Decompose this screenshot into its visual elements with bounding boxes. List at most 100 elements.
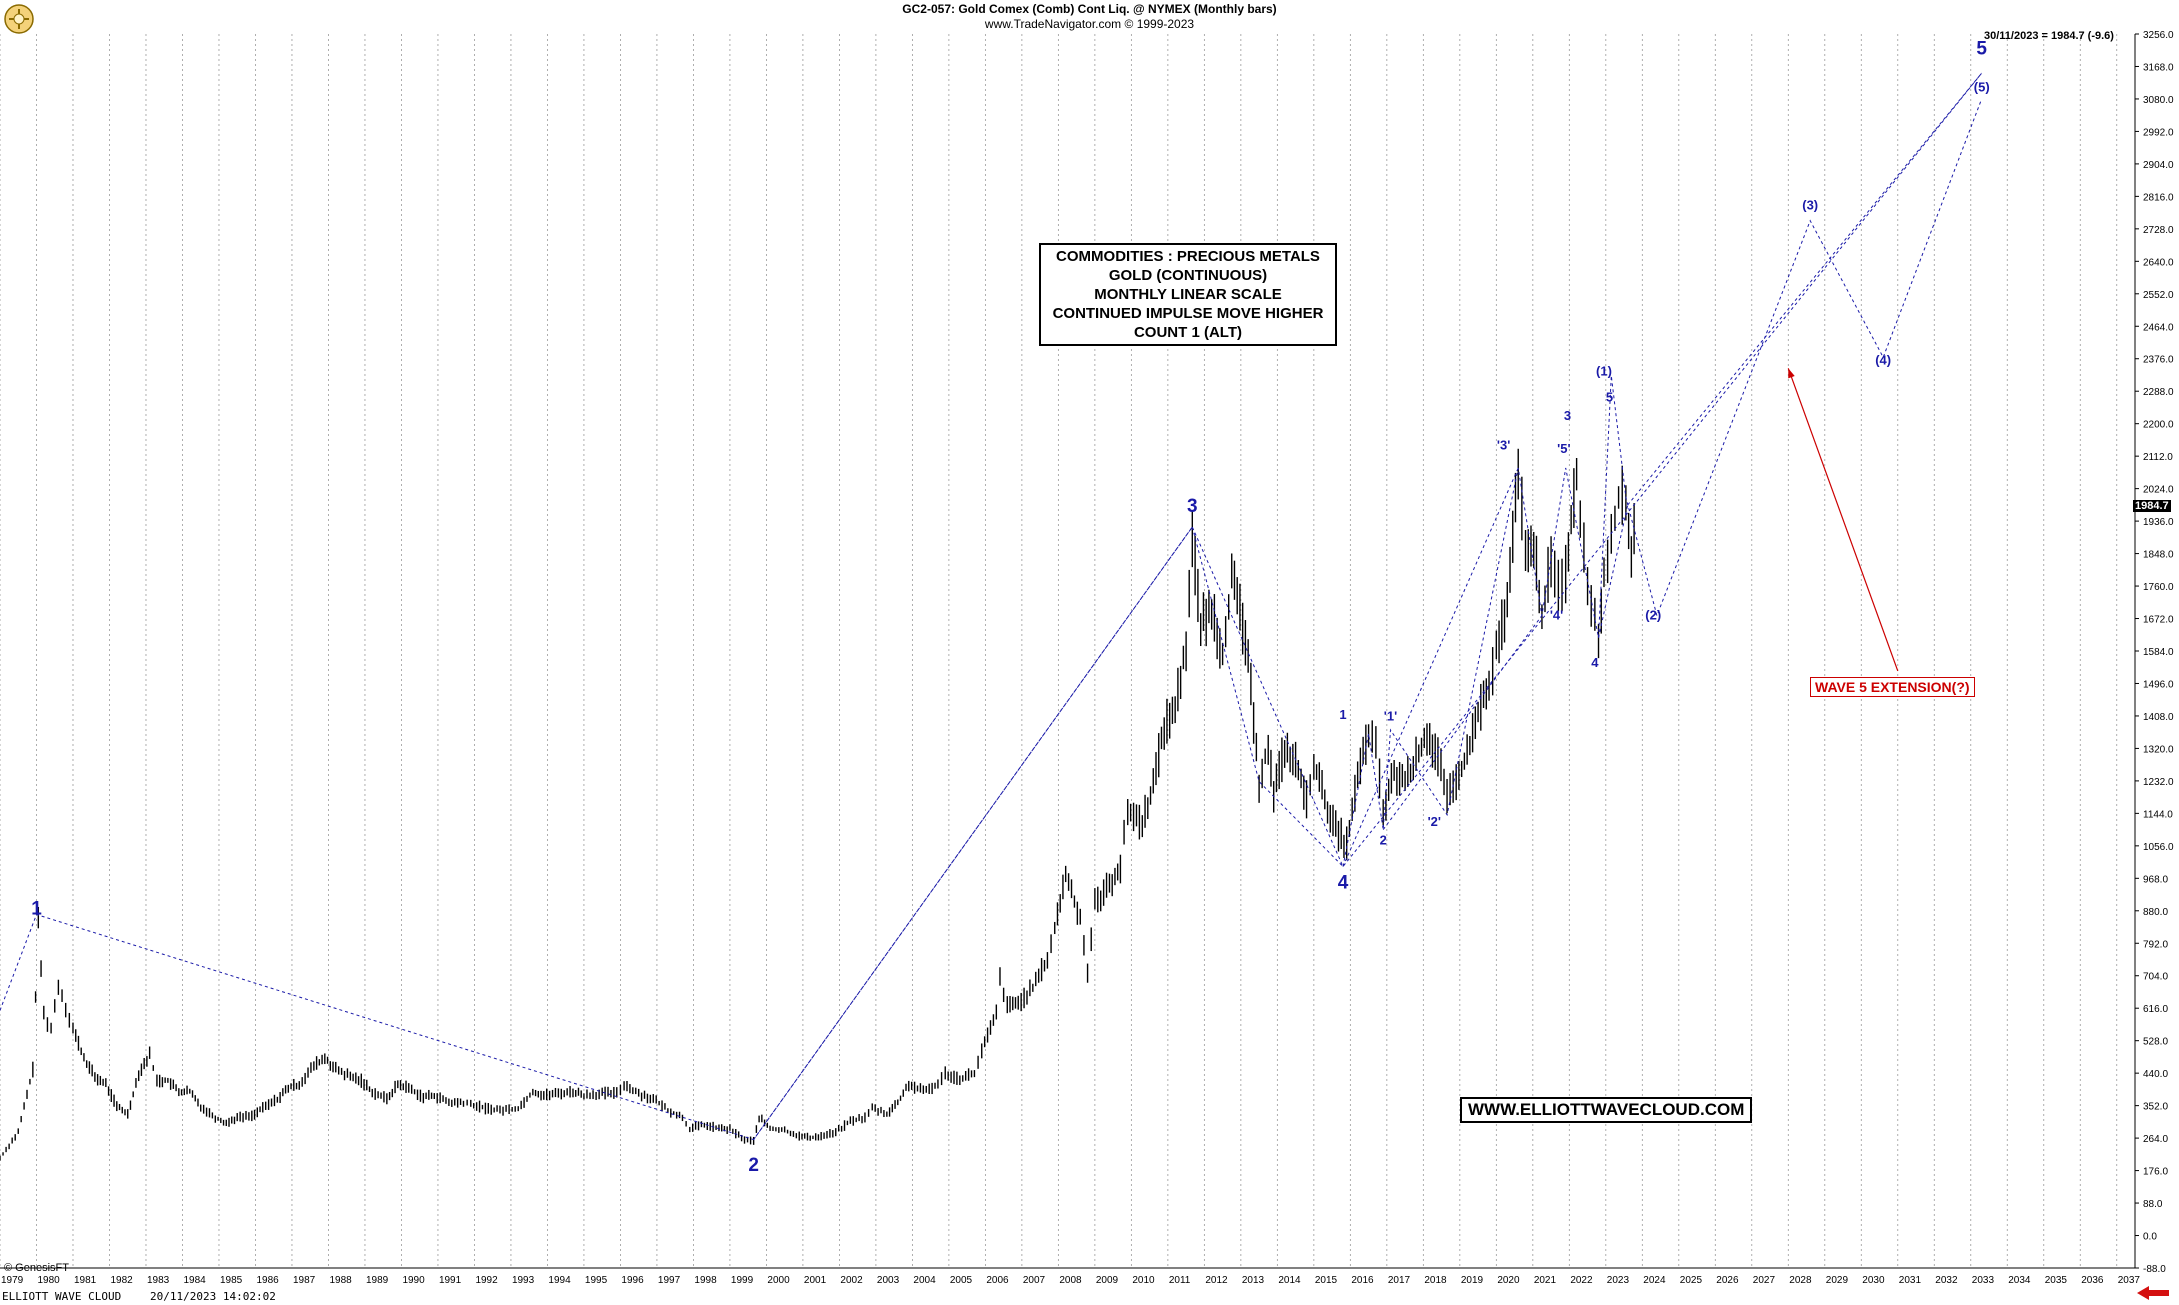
x-tick-label: 2015 xyxy=(1315,1275,1338,1286)
x-tick-label: 1993 xyxy=(512,1275,535,1286)
y-tick-label: 1056.0 xyxy=(2143,842,2174,853)
x-tick-label: 2020 xyxy=(1497,1275,1520,1286)
copyright-label: © GenesisFT xyxy=(4,1262,69,1274)
status-bar: ELLIOTT WAVE CLOUD 20/11/2023 14:02:02 xyxy=(0,1288,2179,1305)
y-tick-label: 1144.0 xyxy=(2143,809,2173,820)
wave-label: 2 xyxy=(1380,832,1387,847)
genesis-logo-icon xyxy=(4,4,34,34)
scroll-left-arrow-icon[interactable] xyxy=(2133,1284,2173,1302)
x-tick-label: 1992 xyxy=(475,1275,498,1286)
info-line-4: CONTINUED IMPULSE MOVE HIGHER xyxy=(1052,305,1324,322)
chart-title: GC2-057: Gold Comex (Comb) Cont Liq. @ N… xyxy=(902,2,1277,16)
website-label: WWW.ELLIOTTWAVECLOUD.COM xyxy=(1460,1097,1753,1123)
x-tick-label: 2016 xyxy=(1351,1275,1374,1286)
x-tick-label: 2029 xyxy=(1826,1275,1849,1286)
x-tick-label: 2027 xyxy=(1753,1275,1776,1286)
x-tick-label: 2024 xyxy=(1643,1275,1666,1286)
x-tick-label: 1999 xyxy=(731,1275,754,1286)
wave-label: (5) xyxy=(1974,80,1990,95)
x-tick-label: 1986 xyxy=(256,1275,279,1286)
y-tick-label: 1672.0 xyxy=(2143,615,2174,626)
x-tick-label: 2003 xyxy=(877,1275,900,1286)
wave-label: 3 xyxy=(1564,408,1571,423)
y-tick-label: 1496.0 xyxy=(2143,679,2174,690)
x-tick-label: 2010 xyxy=(1132,1275,1155,1286)
y-tick-label: 1584.0 xyxy=(2143,647,2174,658)
x-tick-label: 2002 xyxy=(840,1275,863,1286)
x-tick-label: 2023 xyxy=(1607,1275,1630,1286)
x-tick-label: 1994 xyxy=(548,1275,571,1286)
y-tick-label: 264.0 xyxy=(2143,1134,2168,1145)
y-tick-label: 0.0 xyxy=(2143,1232,2157,1243)
wave-label: 5 xyxy=(1976,39,1987,60)
wave-label: (3) xyxy=(1802,198,1818,213)
x-tick-label: 2017 xyxy=(1388,1275,1411,1286)
info-line-3: MONTHLY LINEAR SCALE xyxy=(1094,286,1282,303)
x-tick-label: 2030 xyxy=(1862,1275,1885,1286)
status-timestamp: 20/11/2023 14:02:02 xyxy=(150,1290,276,1303)
x-tick-label: 2032 xyxy=(1935,1275,1958,1286)
wave-label: 1 xyxy=(1339,707,1346,722)
y-tick-label: 2112.0 xyxy=(2143,452,2173,463)
y-tick-label: 968.0 xyxy=(2143,874,2168,885)
y-tick-label: 2376.0 xyxy=(2143,355,2174,366)
wave-line xyxy=(1382,615,1543,830)
y-tick-label: 2992.0 xyxy=(2143,127,2174,138)
x-tick-label: 2009 xyxy=(1096,1275,1119,1286)
x-tick-label: 1990 xyxy=(402,1275,425,1286)
x-tick-label: 2026 xyxy=(1716,1275,1739,1286)
x-tick-label: 2022 xyxy=(1570,1275,1593,1286)
x-tick-label: 1988 xyxy=(329,1275,352,1286)
chart-subtitle: www.TradeNavigator.com © 1999-2023 xyxy=(984,17,1195,31)
y-tick-label: 880.0 xyxy=(2143,907,2168,918)
wave-line xyxy=(1342,467,1519,867)
y-tick-label: 704.0 xyxy=(2143,972,2168,983)
x-tick-label: 2028 xyxy=(1789,1275,1812,1286)
y-tick-label: 440.0 xyxy=(2143,1069,2168,1080)
wave-line xyxy=(0,72,1983,1141)
wave-label: '1' xyxy=(1384,709,1397,724)
x-tick-label: 2018 xyxy=(1424,1275,1447,1286)
x-tick-label: 2014 xyxy=(1278,1275,1301,1286)
x-tick-label: 1981 xyxy=(74,1275,97,1286)
x-tick-label: 2006 xyxy=(986,1275,1009,1286)
info-box: COMMODITIES : PRECIOUS METALS GOLD (CONT… xyxy=(1039,243,1337,346)
y-tick-label: 528.0 xyxy=(2143,1037,2168,1048)
wave-lines xyxy=(0,72,1983,1141)
x-tick-label: 1983 xyxy=(147,1275,170,1286)
wave-label: '3' xyxy=(1497,438,1510,453)
last-price-readout: 30/11/2023 = 1984.7 (-9.6) xyxy=(1984,30,2114,42)
annotation-arrow-head xyxy=(1788,368,1795,379)
y-tick-label: 616.0 xyxy=(2143,1004,2168,1015)
y-tick-label: 176.0 xyxy=(2143,1167,2168,1178)
x-tick-label: 2035 xyxy=(2045,1275,2068,1286)
y-tick-label: 3256.0 xyxy=(2143,30,2174,41)
x-tick-label: 2012 xyxy=(1205,1275,1228,1286)
grid xyxy=(0,34,2118,1268)
info-line-1: COMMODITIES : PRECIOUS METALS xyxy=(1056,248,1320,265)
wave-label: 4 xyxy=(1591,655,1599,670)
last-price-tag: 1984.7 xyxy=(2133,500,2171,512)
wave-label: '5' xyxy=(1557,441,1570,456)
y-tick-label: 3080.0 xyxy=(2143,95,2174,106)
wave-label: (1) xyxy=(1596,364,1612,379)
y-tick-label: 2024.0 xyxy=(2143,485,2174,496)
wave-label: 2 xyxy=(748,1155,759,1176)
y-tick-label: 2464.0 xyxy=(2143,322,2174,333)
x-tick-label: 2008 xyxy=(1059,1275,1082,1286)
wave-label: 5 xyxy=(1606,390,1613,405)
wave-label: '2' xyxy=(1428,814,1441,829)
x-tick-label: 1995 xyxy=(585,1275,608,1286)
wave-label: '4' xyxy=(1550,607,1563,622)
y-tick-label: 1320.0 xyxy=(2143,744,2174,755)
y-tick-label: 2552.0 xyxy=(2143,290,2174,301)
x-axis: 1979 1980 1981 1982 1983 1984 1985 1986 1987 1988… xyxy=(0,1267,2140,1286)
y-tick-label: 2816.0 xyxy=(2143,192,2174,203)
x-tick-label: 2033 xyxy=(1972,1275,1995,1286)
wave-label: (4) xyxy=(1875,353,1891,368)
x-tick-label: 2004 xyxy=(913,1275,936,1286)
x-tick-label: 2031 xyxy=(1899,1275,1922,1286)
wave-label: 3 xyxy=(1187,496,1198,517)
wave5-extension-label: WAVE 5 EXTENSION(?) xyxy=(1810,677,1975,697)
